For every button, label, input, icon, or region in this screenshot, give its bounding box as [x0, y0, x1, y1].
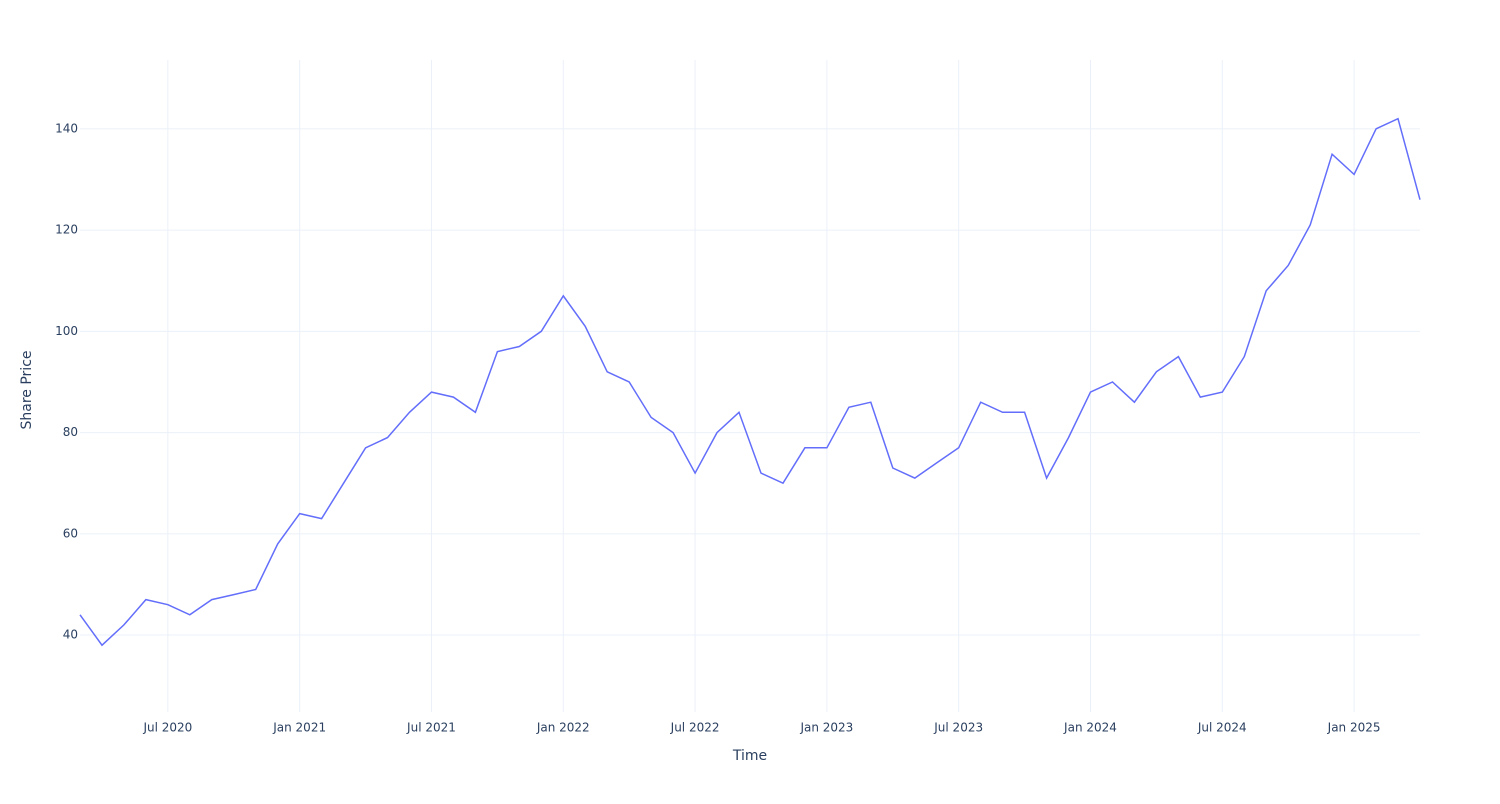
y-tick-label: 60: [63, 526, 78, 540]
y-tick-label: 40: [63, 628, 78, 642]
y-tick-label: 100: [55, 324, 78, 338]
x-tick-label: Jan 2024: [1063, 721, 1117, 735]
x-tick-label: Jan 2022: [536, 721, 590, 735]
y-tick-label: 80: [63, 425, 78, 439]
x-tick-label: Jan 2025: [1327, 721, 1381, 735]
x-axis-title: Time: [732, 748, 767, 764]
x-tick-label: Jul 2022: [670, 721, 720, 735]
y-axis-title: Share Price: [19, 350, 35, 429]
y-tick-label: 120: [55, 223, 78, 237]
y-tick-label: 140: [55, 121, 78, 135]
x-tick-label: Jan 2023: [799, 721, 853, 735]
x-tick-label: Jul 2024: [1197, 721, 1247, 735]
x-tick-label: Jul 2021: [406, 721, 456, 735]
x-tick-label: Jan 2021: [272, 721, 326, 735]
price-line: [79, 117, 1421, 647]
x-tick-label: Jul 2023: [933, 721, 983, 735]
x-tick-label: Jul 2020: [142, 721, 192, 735]
